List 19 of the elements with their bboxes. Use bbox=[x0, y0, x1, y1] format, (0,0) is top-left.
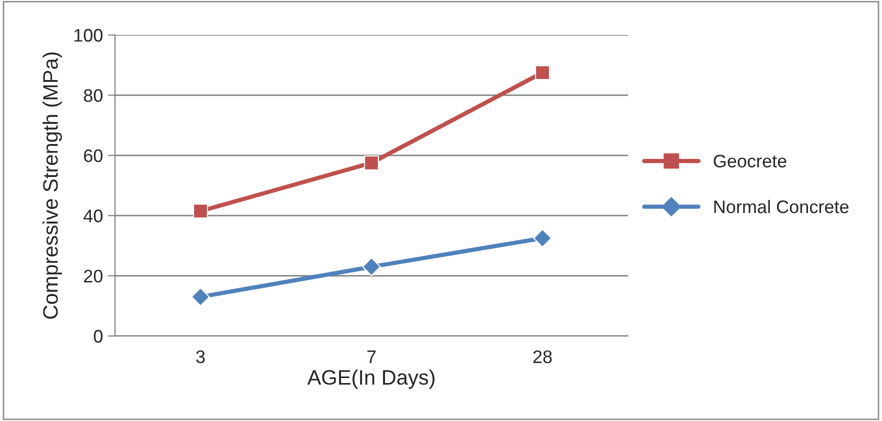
x-tick-label: 3 bbox=[196, 350, 205, 364]
x-tick-label: 28 bbox=[533, 350, 552, 364]
legend-label: Geocrete bbox=[714, 154, 786, 168]
y-tick-label: 60 bbox=[84, 149, 102, 162]
y-tick-label: 0 bbox=[94, 330, 102, 343]
y-tick-label: 20 bbox=[84, 270, 102, 283]
y-tick-label: 40 bbox=[84, 210, 102, 222]
point bbox=[364, 155, 379, 170]
x-tick-label: 7 bbox=[367, 350, 376, 363]
y-axis-title: Compressive Strength (MPa) bbox=[42, 52, 62, 319]
point bbox=[193, 204, 208, 219]
point bbox=[191, 288, 210, 306]
y-tick-label: 100 bbox=[74, 28, 102, 42]
y-tick-label: 80 bbox=[84, 89, 102, 102]
x-axis-title: AGE(In Days) bbox=[307, 370, 434, 389]
legend-label: Normal Concrete bbox=[714, 200, 849, 214]
point bbox=[535, 65, 550, 80]
point bbox=[533, 228, 552, 248]
point bbox=[362, 257, 381, 276]
